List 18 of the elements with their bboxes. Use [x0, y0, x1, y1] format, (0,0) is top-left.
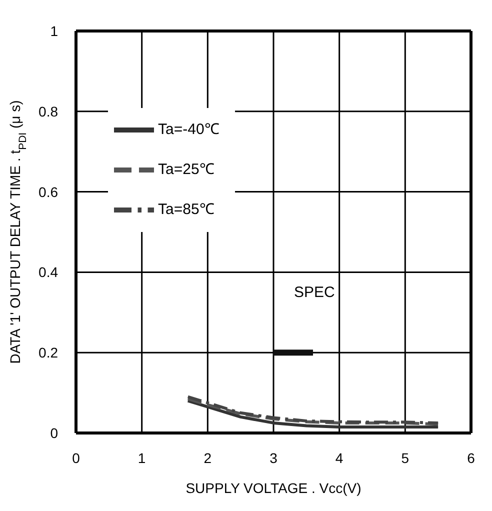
x-tick-label: 3: [270, 450, 278, 466]
legend-label: Ta=-40℃: [158, 120, 220, 138]
x-tick-label: 4: [335, 450, 344, 466]
x-tick-label: 0: [72, 450, 80, 466]
x-tick-label: 5: [401, 450, 410, 466]
x-axis-title: SUPPLY VOLTAGE . Vcc(V): [186, 480, 362, 496]
x-tick-label: 6: [467, 450, 476, 466]
legend-label: Ta=85℃: [158, 200, 214, 218]
x-tick-label: 1: [138, 450, 146, 466]
y-tick-label: 0.6: [38, 184, 58, 200]
legend-label: Ta=25℃: [158, 160, 214, 178]
y-tick-label: 0.4: [38, 264, 58, 280]
y-tick-label: 0.8: [38, 103, 58, 120]
y-tick-label: 0.2: [38, 344, 58, 361]
annotation: SPEC: [294, 284, 335, 301]
y-tick-label: 0: [50, 424, 58, 441]
y-tick-label: 1: [50, 22, 58, 39]
x-tick-label: 2: [204, 450, 212, 466]
